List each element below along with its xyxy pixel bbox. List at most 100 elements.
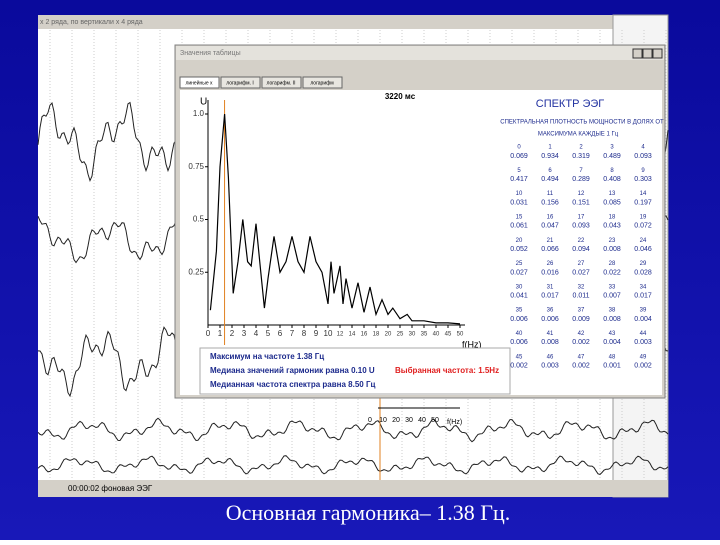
x-tick-label: 16	[361, 332, 368, 338]
mini-tick-label: 0	[368, 417, 372, 424]
spectrum-subheading: СПЕКТРАЛЬНАЯ ПЛОТНОСТЬ МОЩНОСТИ В ДОЛЯХ …	[500, 120, 664, 126]
table-index: 42	[578, 331, 585, 337]
spectrum-table: 0 0.069 1 0.934 2 0.319 3 0.489 4 0.093 5 0.417 6 0.4…	[510, 145, 652, 370]
x-tick-label: 1	[218, 329, 223, 338]
tab-label: линейные х	[185, 79, 213, 86]
x-tick-label: 8	[302, 329, 307, 338]
x-tick-label: 3	[242, 329, 247, 338]
mini-tick-label: 20	[392, 417, 400, 424]
table-value: 0.417	[510, 176, 528, 183]
table-value: 0.017	[634, 293, 652, 300]
table-index: 45	[516, 354, 523, 360]
table-index: 35	[516, 308, 523, 314]
table-value: 0.002	[634, 363, 652, 370]
table-index: 26	[547, 261, 554, 267]
table-value: 0.085	[603, 199, 621, 206]
table-index: 29	[640, 261, 647, 267]
table-index: 8	[610, 168, 614, 174]
table-index: 40	[516, 331, 523, 337]
table-index: 18	[609, 214, 616, 220]
mini-plot: 0 10 20 30 40 50 f(Hz)	[368, 417, 462, 426]
table-value: 0.004	[603, 339, 621, 346]
table-index: 28	[609, 261, 616, 267]
table-value: 0.156	[541, 199, 559, 206]
tab[interactable]	[261, 76, 302, 89]
table-value: 0.043	[603, 223, 621, 230]
table-index: 9	[641, 168, 645, 174]
table-value: 0.008	[603, 316, 621, 323]
table-index: 34	[640, 284, 647, 290]
tab[interactable]	[179, 76, 220, 89]
table-index: 15	[516, 214, 523, 220]
x-axis-label: f(Hz)	[462, 339, 482, 349]
time-label: 3220 мс	[385, 92, 416, 101]
tab[interactable]	[220, 76, 261, 89]
table-index: 13	[609, 191, 616, 197]
close-button[interactable]	[652, 48, 663, 59]
spectrum-heading: СПЕКТР ЭЭГ	[536, 98, 605, 110]
table-value: 0.006	[510, 339, 528, 346]
table-index: 31	[547, 284, 554, 290]
spectrum-titlebar	[176, 46, 664, 60]
x-tick-label: 45	[445, 332, 452, 338]
x-tick-label: 0	[206, 329, 211, 338]
table-value: 0.489	[603, 153, 621, 160]
table-value: 0.008	[541, 339, 559, 346]
table-index: 33	[609, 284, 616, 290]
x-tick-label: 40	[433, 332, 440, 338]
table-index: 38	[609, 308, 616, 314]
table-value: 0.006	[541, 316, 559, 323]
minimize-button[interactable]	[632, 48, 643, 59]
table-index: 48	[609, 354, 616, 360]
tab-label: логарифм. II	[267, 80, 296, 86]
table-index: 22	[578, 238, 585, 244]
eeg-trace	[37, 455, 669, 475]
info-box	[199, 347, 511, 395]
spectrum-panel	[180, 90, 662, 395]
eeg-title: x 2 ряда, по вертикали x 4 ряда	[40, 19, 143, 26]
table-value: 0.047	[541, 223, 559, 230]
tab[interactable]	[302, 76, 343, 89]
table-value: 0.289	[572, 176, 590, 183]
x-tick-label: 2	[230, 329, 235, 338]
table-value: 0.002	[572, 339, 590, 346]
table-value: 0.017	[541, 293, 559, 300]
table-value: 0.008	[603, 246, 621, 253]
table-value: 0.041	[510, 293, 528, 300]
tab-label: логарифм. I	[226, 80, 254, 86]
spectrum-title: Значения таблицы	[180, 49, 241, 57]
table-value: 0.006	[510, 316, 528, 323]
table-value: 0.094	[572, 246, 590, 253]
tab-label: логарифм	[310, 80, 334, 86]
table-value: 0.052	[510, 246, 528, 253]
table-index: 1	[548, 145, 552, 151]
table-index: 21	[547, 238, 554, 244]
mini-tick-label: 50	[431, 417, 439, 424]
spectrum-chart: Uf(Hz)0.250.50.751.00 1 2 3 4 5 6 7 8 9 10 12 14 16 18…	[188, 97, 481, 350]
x-tick-label: 9	[314, 329, 319, 338]
table-index: 14	[640, 191, 647, 197]
table-value: 0.303	[634, 176, 652, 183]
maximize-button[interactable]	[642, 48, 653, 59]
mini-tick-label: 30	[405, 417, 413, 424]
eeg-trace	[37, 417, 669, 443]
table-index: 49	[640, 354, 647, 360]
table-value: 0.027	[572, 269, 590, 276]
table-index: 44	[640, 331, 647, 337]
selected-frequency: Выбранная частота: 1.5Hz	[395, 366, 499, 375]
eeg-status: 00:00:02 фоновая ЭЭГ	[68, 484, 153, 493]
table-index: 11	[547, 191, 554, 197]
table-value: 0.007	[603, 293, 621, 300]
eeg-statusbar	[38, 480, 668, 497]
table-index: 4	[641, 145, 645, 151]
x-tick-label: 12	[337, 332, 344, 338]
info-line: Медиана значений гармоник равна 0.10 U	[210, 366, 375, 375]
table-value: 0.003	[634, 339, 652, 346]
table-index: 17	[578, 214, 585, 220]
spectrum-subheading: МАКСИМУМА КАЖДЫЕ 1 Гц	[538, 132, 619, 138]
table-index: 5	[517, 168, 521, 174]
table-index: 6	[548, 168, 552, 174]
table-value: 0.069	[510, 153, 528, 160]
table-value: 0.072	[634, 223, 652, 230]
x-tick-label: 35	[421, 332, 428, 338]
